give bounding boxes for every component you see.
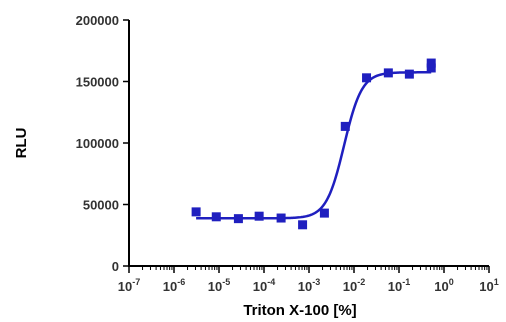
- x-tick-label: 100: [434, 277, 453, 294]
- y-tick-label: 150000: [76, 75, 119, 90]
- axes: [128, 20, 489, 267]
- x-tick-label: 10-5: [208, 277, 230, 294]
- data-point: [233, 214, 243, 224]
- data-point: [319, 208, 329, 218]
- x-tick-label: 10-2: [343, 277, 365, 294]
- data-point: [298, 220, 308, 230]
- data-point: [276, 213, 286, 223]
- data-point: [211, 212, 221, 222]
- ticks: 0 50000 100000 150000 200000 10-7 10-6 10-5 10-4…: [76, 13, 499, 294]
- x-tick-label: 101: [479, 277, 498, 294]
- y-tick-label: 50000: [83, 198, 119, 213]
- y-tick-label: 100000: [76, 136, 119, 151]
- data-point: [404, 69, 414, 79]
- x-tick-label: 10-6: [163, 277, 185, 294]
- data-point: [191, 207, 201, 217]
- y-axis-title: RLU: [13, 128, 30, 159]
- data-point: [254, 211, 264, 221]
- x-tick-label: 10-4: [253, 277, 275, 294]
- data-point: [340, 121, 350, 131]
- data-point: [426, 58, 436, 68]
- y-tick-label: 0: [112, 259, 119, 274]
- x-tick-label: 10-1: [388, 277, 410, 294]
- y-tick-label: 200000: [76, 13, 119, 28]
- x-tick-label: 10-7: [118, 277, 140, 294]
- x-axis-title: Triton X-100 [%]: [243, 302, 356, 319]
- data-points: [191, 58, 436, 230]
- x-tick-label: 10-3: [298, 277, 320, 294]
- data-point: [383, 68, 393, 78]
- fit-curve-layer: [196, 71, 432, 220]
- data-point: [362, 73, 372, 83]
- fit-curve: [196, 71, 432, 220]
- data-point: [426, 63, 436, 73]
